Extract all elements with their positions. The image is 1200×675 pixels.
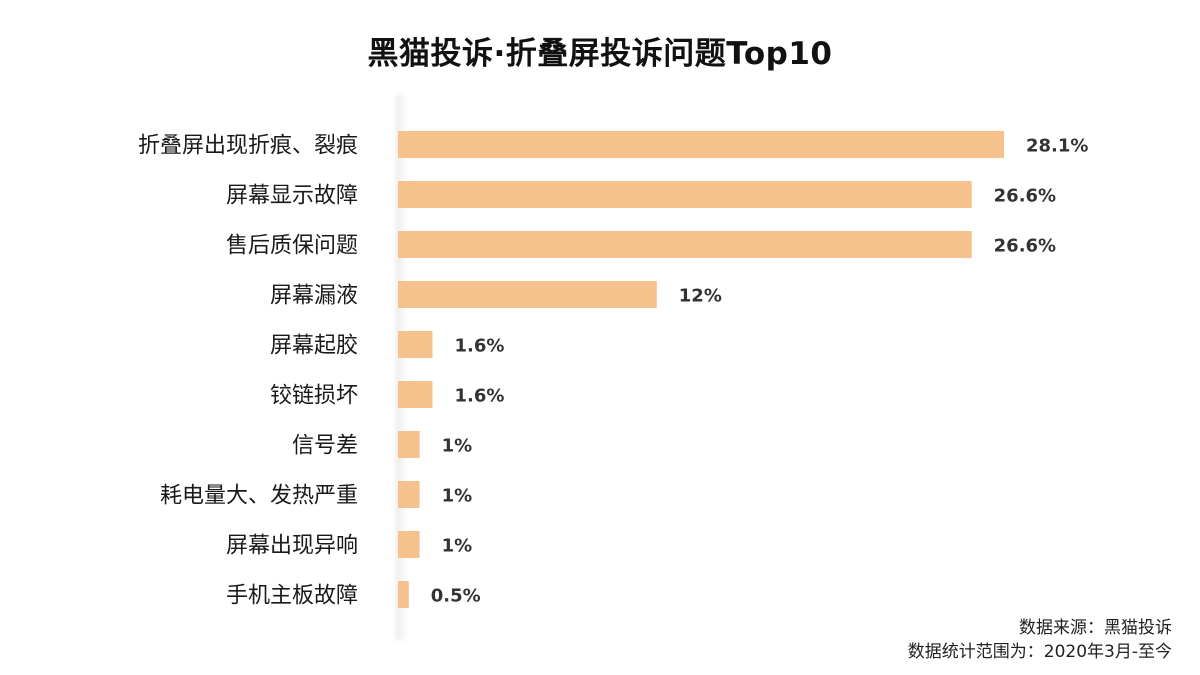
value-label: 1% bbox=[442, 486, 473, 507]
value-label: 1.6% bbox=[455, 336, 505, 357]
category-label: 屏幕显示故障 bbox=[226, 184, 358, 209]
category-label: 折叠屏出现折痕、裂痕 bbox=[138, 134, 358, 159]
range-text: 数据统计范围为：2020年3月-至今 bbox=[907, 642, 1172, 662]
value-label: 26.6% bbox=[994, 186, 1056, 207]
category-label: 信号差 bbox=[292, 434, 358, 459]
bar bbox=[398, 181, 972, 208]
category-label: 屏幕出现异响 bbox=[226, 534, 358, 559]
value-label: 28.1% bbox=[1026, 136, 1088, 157]
category-label: 售后质保问题 bbox=[226, 234, 358, 259]
category-label: 铰链损坏 bbox=[270, 384, 358, 409]
bar bbox=[398, 131, 1004, 158]
value-label: 1.6% bbox=[455, 386, 505, 407]
value-label: 26.6% bbox=[994, 236, 1056, 257]
source-text: 数据来源：黑猫投诉 bbox=[1019, 618, 1172, 638]
bar bbox=[398, 281, 657, 308]
value-label: 0.5% bbox=[431, 586, 481, 607]
category-label: 手机主板故障 bbox=[226, 584, 358, 609]
category-label: 屏幕漏液 bbox=[270, 284, 358, 309]
value-label: 1% bbox=[442, 436, 473, 457]
bar bbox=[398, 331, 433, 358]
bar bbox=[398, 531, 420, 558]
bar bbox=[398, 581, 409, 608]
source-note: 数据来源：黑猫投诉 数据统计范围为：2020年3月-至今 bbox=[908, 616, 1172, 664]
category-label: 屏幕起胶 bbox=[270, 334, 358, 359]
value-label: 12% bbox=[679, 286, 722, 307]
value-label: 1% bbox=[442, 536, 473, 557]
chart-title: 黑猫投诉·折叠屏投诉问题Top10 bbox=[367, 36, 833, 72]
bar bbox=[398, 381, 433, 408]
bar bbox=[398, 231, 972, 258]
bar bbox=[398, 431, 420, 458]
category-label: 耗电量大、发热严重 bbox=[160, 484, 358, 509]
bar bbox=[398, 481, 420, 508]
